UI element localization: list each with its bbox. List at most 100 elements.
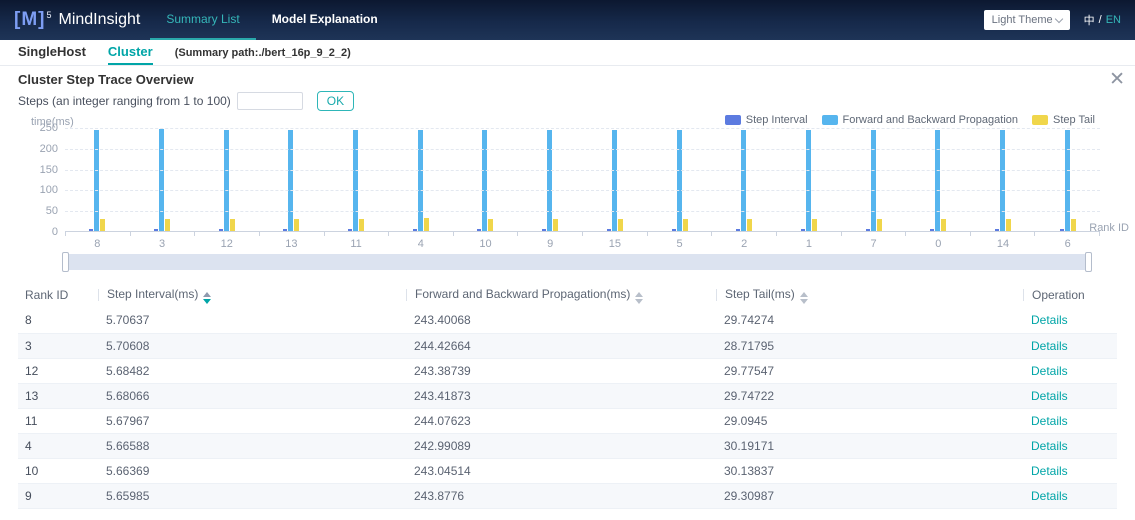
- bar[interactable]: [676, 129, 682, 231]
- legend-item[interactable]: Step Tail: [1032, 114, 1095, 126]
- col-propagation: Forward and Backward Propagation(ms): [406, 282, 716, 308]
- tick-mark: [1035, 232, 1100, 236]
- bar[interactable]: [547, 129, 553, 231]
- details-link[interactable]: Details: [1031, 388, 1068, 403]
- tab-singlehost[interactable]: SingleHost: [18, 44, 86, 59]
- plot-area: [65, 128, 1100, 232]
- tab-summary-list[interactable]: Summary List: [150, 0, 256, 40]
- lang-zh-button[interactable]: 中: [1083, 15, 1095, 27]
- table-cell: 5.68066: [98, 383, 406, 409]
- bar[interactable]: [477, 228, 482, 231]
- bar[interactable]: [353, 129, 359, 231]
- details-link[interactable]: Details: [1031, 463, 1068, 478]
- bar[interactable]: [542, 228, 547, 231]
- bar[interactable]: [1005, 218, 1011, 231]
- table-cell: 243.41873: [406, 383, 716, 409]
- tick-mark: [583, 232, 648, 236]
- main-content: Cluster Step Trace Overview ✕ Steps (an …: [0, 70, 1135, 509]
- app-title: MindInsight: [58, 11, 141, 28]
- bar[interactable]: [994, 228, 999, 231]
- bar[interactable]: [223, 129, 229, 231]
- x-axis-tick: 5: [676, 238, 683, 250]
- bar[interactable]: [100, 218, 106, 231]
- theme-select[interactable]: Light Theme: [983, 10, 1070, 30]
- table-row: 9 5.65985 243.8776 29.30987 Details: [18, 483, 1117, 509]
- bar[interactable]: [876, 218, 882, 231]
- bar[interactable]: [359, 218, 365, 231]
- bar[interactable]: [606, 228, 611, 231]
- table-cell: 29.30987: [716, 483, 1023, 509]
- chart-scrollbar[interactable]: [62, 252, 1092, 272]
- bar[interactable]: [94, 129, 100, 231]
- tick-mark: [454, 232, 519, 236]
- bar[interactable]: [611, 129, 617, 231]
- bar[interactable]: [417, 129, 423, 231]
- bar[interactable]: [553, 218, 559, 231]
- table-cell: 29.74274: [716, 308, 1023, 334]
- bar[interactable]: [999, 129, 1005, 231]
- details-link[interactable]: Details: [1031, 313, 1068, 328]
- bar[interactable]: [1059, 228, 1064, 231]
- x-axis-title: Rank ID: [1089, 222, 1129, 234]
- legend-item[interactable]: Forward and Backward Propagation: [821, 114, 1018, 126]
- details-link[interactable]: Details: [1031, 413, 1068, 428]
- table-cell: 10: [18, 458, 98, 484]
- bar-group: [906, 129, 971, 231]
- sort-icon[interactable]: [799, 291, 808, 304]
- sort-icon[interactable]: [203, 291, 212, 304]
- bar[interactable]: [1064, 129, 1070, 231]
- table-cell: 12: [18, 358, 98, 384]
- bar[interactable]: [154, 228, 159, 231]
- bar[interactable]: [805, 129, 811, 231]
- bar[interactable]: [423, 218, 429, 231]
- table-cell: 29.74722: [716, 383, 1023, 409]
- legend-item[interactable]: Step Interval: [724, 114, 808, 126]
- ok-button[interactable]: OK: [316, 91, 355, 111]
- y-axis-tick: 250: [39, 122, 58, 134]
- table-cell: 3: [18, 333, 98, 359]
- bar[interactable]: [1070, 218, 1076, 231]
- bar[interactable]: [800, 228, 805, 231]
- chevron-down-icon: [1054, 14, 1063, 23]
- app-logo: [M] 5 MindInsight: [14, 0, 140, 40]
- bar[interactable]: [229, 218, 235, 231]
- scrollbar-handle-left[interactable]: [62, 252, 69, 272]
- bar[interactable]: [412, 228, 417, 231]
- bar[interactable]: [165, 219, 171, 231]
- tab-cluster[interactable]: Cluster: [107, 40, 153, 65]
- bar[interactable]: [488, 218, 494, 231]
- bar[interactable]: [617, 218, 623, 231]
- bar[interactable]: [671, 228, 676, 231]
- sort-icon[interactable]: [635, 291, 644, 304]
- details-link[interactable]: Details: [1031, 338, 1068, 353]
- tab-model-explanation[interactable]: Model Explanation: [271, 12, 378, 26]
- bar[interactable]: [870, 129, 876, 231]
- bar[interactable]: [288, 129, 294, 231]
- bar[interactable]: [348, 228, 353, 231]
- bar[interactable]: [941, 218, 947, 231]
- bar[interactable]: [159, 129, 165, 231]
- bar[interactable]: [218, 228, 223, 231]
- bar[interactable]: [865, 228, 870, 231]
- bar[interactable]: [283, 228, 288, 231]
- tick-mark: [712, 232, 777, 236]
- scrollbar-handle-right[interactable]: [1085, 252, 1092, 272]
- details-link[interactable]: Details: [1031, 488, 1068, 503]
- bar[interactable]: [811, 218, 817, 231]
- x-axis-tick: 13: [285, 238, 298, 250]
- details-link[interactable]: Details: [1031, 363, 1068, 378]
- lang-en-button[interactable]: EN: [1105, 14, 1121, 26]
- bar[interactable]: [89, 228, 94, 231]
- details-link[interactable]: Details: [1031, 438, 1068, 453]
- table-cell: 8: [18, 308, 98, 334]
- bar[interactable]: [682, 218, 688, 231]
- bar[interactable]: [747, 218, 753, 231]
- steps-input[interactable]: [236, 92, 303, 110]
- bar[interactable]: [930, 228, 935, 231]
- close-icon[interactable]: ✕: [1109, 68, 1125, 90]
- bar[interactable]: [294, 218, 300, 231]
- bar[interactable]: [741, 129, 747, 231]
- bar[interactable]: [736, 228, 741, 231]
- bar[interactable]: [935, 129, 941, 231]
- bar[interactable]: [482, 129, 488, 231]
